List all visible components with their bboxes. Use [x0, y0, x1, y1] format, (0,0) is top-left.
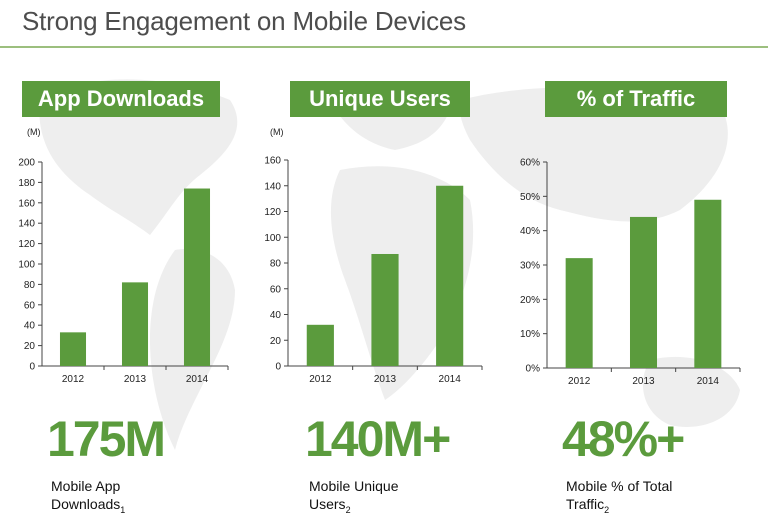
app-downloads-description: Mobile App Downloads1 [51, 477, 211, 519]
unique-users-desc-line2: Users [309, 496, 346, 512]
x-tick-label: 2012 [309, 374, 332, 385]
traffic-header: % of Traffic [545, 81, 727, 117]
y-tick-label: 40 [270, 310, 282, 321]
page-title: Strong Engagement on Mobile Devices [22, 6, 466, 36]
x-tick-label: 2014 [697, 376, 720, 387]
bar [565, 258, 593, 368]
y-tick-label: 60 [270, 284, 282, 295]
traffic-value: 48%+ [562, 411, 685, 467]
unique-users-description: Mobile Unique Users2 [309, 477, 469, 519]
y-tick-label: 0 [275, 362, 281, 373]
y-tick-label: 100 [264, 233, 281, 244]
y-tick-label: 60% [520, 158, 540, 169]
footnote-marker: 1 [120, 504, 126, 515]
y-tick-label: 20 [270, 336, 282, 347]
y-tick-label: 20 [24, 341, 36, 352]
unit-label: (M) [270, 127, 284, 137]
bar [694, 199, 722, 368]
y-tick-label: 120 [264, 207, 281, 218]
y-tick-label: 30% [520, 261, 540, 272]
x-tick-label: 2012 [568, 376, 591, 387]
y-tick-label: 10% [520, 329, 540, 340]
bar [59, 332, 87, 366]
x-tick-label: 2013 [124, 374, 147, 385]
unit-label: (M) [27, 127, 41, 137]
y-tick-label: 100 [18, 260, 35, 271]
title-divider [0, 46, 768, 48]
y-tick-label: 50% [520, 192, 540, 203]
y-tick-label: 20% [520, 295, 540, 306]
y-tick-label: 40 [24, 321, 36, 332]
y-tick-label: 140 [264, 181, 281, 192]
x-tick-label: 2012 [62, 374, 85, 385]
app-downloads-desc-line1: Mobile App [51, 478, 121, 494]
x-tick-label: 2013 [632, 376, 655, 387]
traffic-desc-line1: Mobile % of Total [566, 478, 673, 494]
app-downloads-header: App Downloads [22, 81, 220, 117]
unique-users-value: 140M+ [305, 411, 451, 467]
y-tick-label: 80 [24, 280, 36, 291]
y-tick-label: 0 [29, 362, 35, 373]
bar [121, 282, 149, 366]
app-downloads-desc-line2: Downloads [51, 496, 121, 512]
traffic-description: Mobile % of Total Traffic2 [566, 477, 726, 519]
x-tick-label: 2014 [186, 374, 209, 385]
y-tick-label: 40% [520, 226, 540, 237]
x-tick-label: 2013 [374, 374, 397, 385]
bar [306, 324, 334, 366]
y-tick-label: 140 [18, 219, 35, 230]
y-tick-label: 160 [264, 156, 281, 167]
y-tick-label: 60 [24, 300, 36, 311]
bar [371, 253, 399, 366]
y-tick-label: 80 [270, 259, 282, 270]
traffic-desc-line2: Traffic [566, 496, 605, 512]
bar [183, 188, 211, 366]
bar [436, 185, 464, 366]
y-tick-label: 180 [18, 178, 35, 189]
footnote-marker: 2 [604, 504, 610, 515]
unique-users-desc-line1: Mobile Unique [309, 478, 399, 494]
x-tick-label: 2014 [439, 374, 462, 385]
y-tick-label: 200 [18, 158, 35, 169]
y-tick-label: 160 [18, 198, 35, 209]
footnote-marker: 2 [345, 504, 351, 515]
bar [629, 216, 658, 368]
app-downloads-value: 175M [47, 411, 166, 467]
unique-users-header: Unique Users [290, 81, 470, 117]
y-tick-label: 0% [526, 364, 541, 375]
y-tick-label: 120 [18, 239, 35, 250]
